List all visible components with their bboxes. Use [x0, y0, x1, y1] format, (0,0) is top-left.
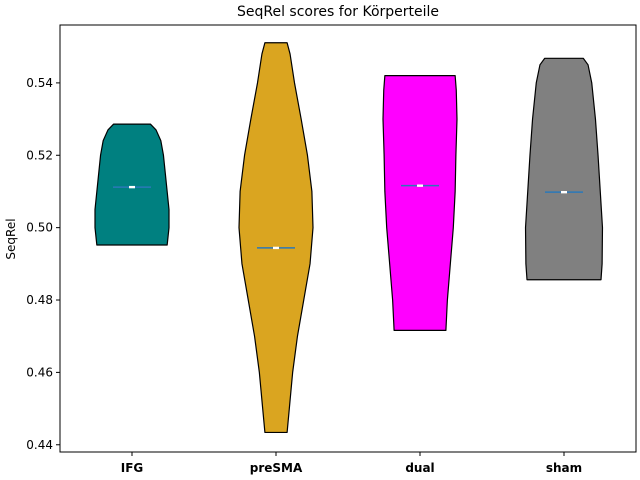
- median-marker-presma: [273, 246, 279, 250]
- violin-presma: [238, 42, 314, 434]
- violin-ifg: [94, 123, 170, 246]
- y-tick-label: 0.50: [26, 221, 53, 235]
- x-tick-label-sham: sham: [546, 461, 582, 475]
- y-tick-label: 0.44: [26, 438, 53, 452]
- x-tick-label-ifg: IFG: [121, 461, 144, 475]
- violin-dual: [382, 75, 458, 332]
- y-tick-label: 0.54: [26, 76, 53, 90]
- plot-area-frame: [59, 24, 637, 453]
- median-marker-sham: [561, 190, 567, 194]
- median-marker-dual: [417, 184, 423, 187]
- violin-sham: [524, 57, 604, 281]
- median-marker-ifg: [129, 185, 135, 189]
- x-axis: IFG preSMA dual sham: [121, 452, 582, 475]
- violins-layer: [94, 42, 604, 434]
- medians-layer: [113, 184, 583, 250]
- y-tick-label: 0.46: [26, 365, 53, 379]
- y-tick-label: 0.52: [26, 148, 53, 162]
- chart-title: SeqRel scores for Körperteile: [237, 4, 439, 20]
- x-tick-label-dual: dual: [405, 461, 434, 475]
- y-axis-label: SeqRel: [4, 218, 18, 259]
- x-tick-label-presma: preSMA: [250, 461, 303, 475]
- y-tick-label: 0.48: [26, 293, 53, 307]
- y-axis: 0.44 0.46 0.48 0.50 0.52 0.54: [26, 76, 60, 452]
